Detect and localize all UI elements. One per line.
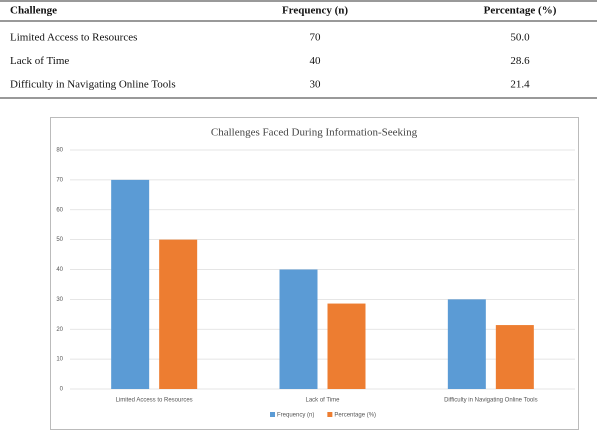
table-header: Frequency (n): [282, 5, 348, 17]
table-cell: Lack of Time: [10, 55, 69, 67]
y-tick-label: 40: [56, 267, 63, 273]
y-tick-label: 70: [56, 177, 63, 183]
x-tick-label: Lack of Time: [305, 398, 340, 404]
bar: [495, 325, 534, 389]
legend-label: Frequency (n): [277, 413, 314, 419]
x-tick-label: Difficulty in Navigating Online Tools: [444, 398, 538, 404]
table-cell: 30: [310, 79, 322, 91]
y-tick-label: 10: [56, 357, 63, 363]
y-tick-label: 80: [56, 148, 63, 154]
table-cell: Difficulty in Navigating Online Tools: [10, 79, 176, 91]
legend-swatch: [270, 412, 275, 417]
table-header: Challenge: [10, 5, 57, 17]
y-tick-label: 20: [56, 327, 63, 333]
table-cell: 50.0: [510, 32, 530, 44]
bar: [159, 239, 198, 389]
y-tick-label: 0: [60, 387, 64, 393]
bar: [327, 303, 366, 389]
legend-label: Percentage (%): [334, 413, 376, 419]
legend-swatch: [327, 412, 333, 417]
table-cell: 40: [310, 55, 322, 67]
bar: [447, 299, 486, 389]
table-cell: Limited Access to Resources: [10, 32, 137, 44]
bar: [111, 179, 150, 389]
chart-title: Challenges Faced During Information-Seek…: [211, 127, 418, 139]
table-cell: 28.6: [510, 55, 530, 67]
table-cell: 21.4: [510, 79, 530, 91]
y-tick-label: 50: [56, 237, 63, 243]
table-cell: 70: [310, 32, 322, 44]
y-tick-label: 30: [56, 297, 63, 303]
y-tick-label: 60: [56, 207, 63, 213]
table-header: Percentage (%): [484, 5, 557, 17]
x-tick-label: Limited Access to Resources: [116, 398, 193, 404]
bar: [279, 269, 318, 389]
